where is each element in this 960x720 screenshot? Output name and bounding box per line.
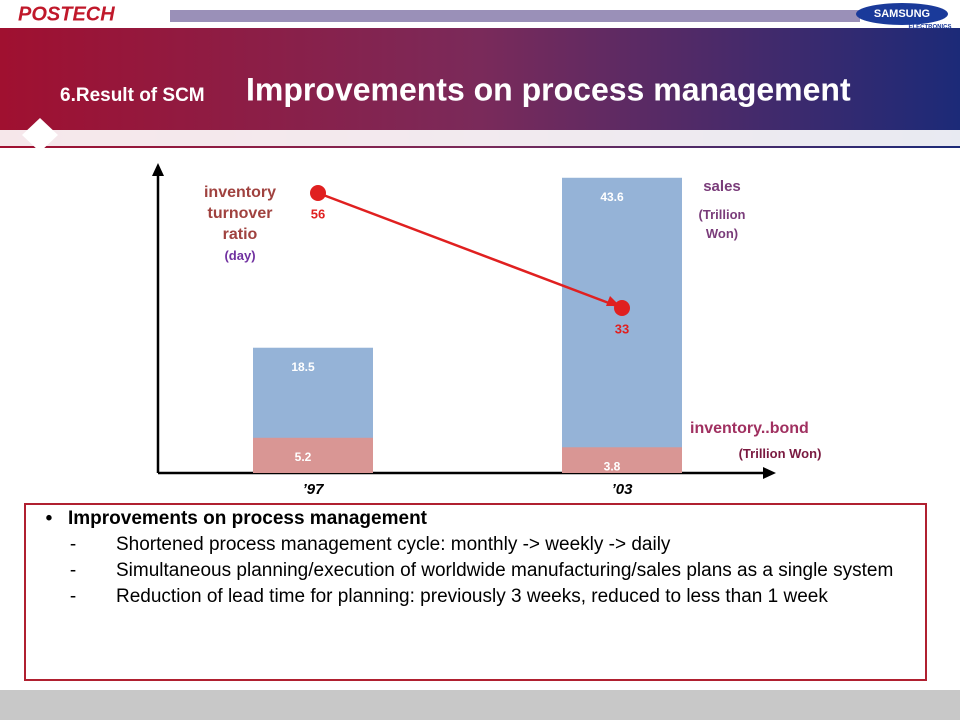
- dash: -: [69, 560, 77, 581]
- x-tick-label: ’03: [612, 481, 634, 498]
- point: [310, 185, 326, 201]
- logo: POSTECH: [18, 3, 115, 25]
- point: [614, 300, 630, 316]
- unit-label: (day): [224, 248, 256, 263]
- bullet: •: [45, 508, 53, 529]
- legend-label: sales: [703, 178, 741, 195]
- dash: -: [69, 586, 77, 607]
- title-prefix: 6.Result of SCM: [60, 85, 205, 106]
- unit-label: (Trillion Won): [698, 207, 746, 241]
- value-label: 18.5: [291, 360, 315, 374]
- unit-label: (Trillion Won): [738, 446, 822, 461]
- title: Improvements on process management: [246, 71, 851, 107]
- y-arrow: [152, 163, 164, 176]
- brand: SAMSUNG: [874, 8, 930, 20]
- line: [317, 191, 623, 310]
- value-label: 43.6: [600, 190, 624, 204]
- header-band: [0, 28, 960, 148]
- value-label: 5.2: [295, 450, 312, 464]
- legend-label: inventory..bond: [690, 420, 809, 437]
- item-row: - Reduction of lead time for planning: pr…: [30, 586, 910, 607]
- item-row: - Simultaneous planning/execution of worl…: [30, 560, 910, 581]
- point-label: 56: [311, 206, 325, 221]
- value-label: 3.8: [604, 459, 621, 473]
- bar: [562, 177, 682, 473]
- dash: -: [69, 534, 77, 555]
- item: Reduction of lead time for planning: pre…: [116, 586, 828, 607]
- item: Simultaneous planning/execution of world…: [116, 560, 894, 581]
- footer: [0, 690, 960, 720]
- bar: [562, 447, 682, 473]
- item-row: - Shortened process management cycle: mon…: [30, 534, 910, 555]
- bar: [253, 437, 373, 473]
- heading-row: • Improvements on process management: [30, 508, 910, 529]
- legend-label: inventory turnover ratio: [203, 184, 276, 243]
- item: Shortened process management cycle: mont…: [116, 534, 671, 555]
- heading: Improvements on process management: [68, 508, 427, 529]
- brand-logo: [856, 3, 948, 25]
- brand-sub: ELECTRONICS: [908, 25, 951, 31]
- header-underline: [0, 130, 960, 146]
- x-tick-label: ’97: [303, 481, 325, 498]
- point-label: 33: [615, 321, 629, 336]
- diamond: [22, 118, 58, 152]
- text-box: [24, 503, 927, 681]
- top-stripe: [170, 10, 860, 22]
- body: • Improvements on process management - Sho…: [30, 508, 910, 612]
- x-arrow: [763, 467, 776, 479]
